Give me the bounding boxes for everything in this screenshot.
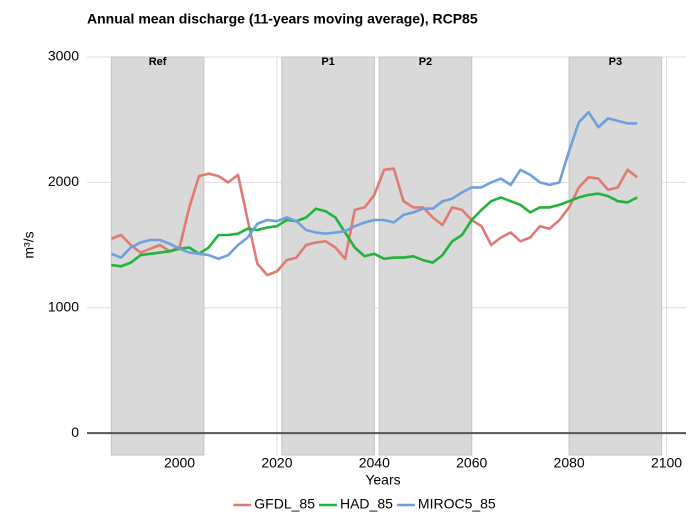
period-label: P2 xyxy=(419,56,432,68)
legend-label: MIROC5_85 xyxy=(418,496,496,512)
series-line xyxy=(110,167,639,277)
series-line xyxy=(110,110,638,261)
x-tick-label: 2060 xyxy=(456,455,487,471)
y-tick-label: 2000 xyxy=(48,173,79,189)
period-label: Ref xyxy=(149,56,167,68)
y-tick-label: 3000 xyxy=(48,48,79,64)
period-shade xyxy=(378,56,473,456)
legend-label: GFDL_85 xyxy=(254,496,315,512)
period-shade xyxy=(568,56,663,456)
x-tick-label: 2040 xyxy=(359,455,390,471)
x-axis-label: Years xyxy=(365,472,400,488)
period-shade xyxy=(110,56,205,456)
x-tick-label: 2080 xyxy=(554,455,585,471)
period-label: P3 xyxy=(609,56,622,68)
y-tick-label: 0 xyxy=(71,424,79,440)
y-tick-label: 1000 xyxy=(48,298,79,314)
chart-title: Annual mean discharge (11-years moving a… xyxy=(87,11,478,27)
x-tick-label: 2000 xyxy=(164,455,195,471)
legend-label: HAD_85 xyxy=(340,496,393,512)
x-tick-label: 2020 xyxy=(261,455,292,471)
period-shade xyxy=(281,56,375,456)
period-label: P1 xyxy=(321,56,334,68)
y-axis-label: m³/s xyxy=(21,231,37,258)
x-tick-label: 2100 xyxy=(651,455,682,471)
